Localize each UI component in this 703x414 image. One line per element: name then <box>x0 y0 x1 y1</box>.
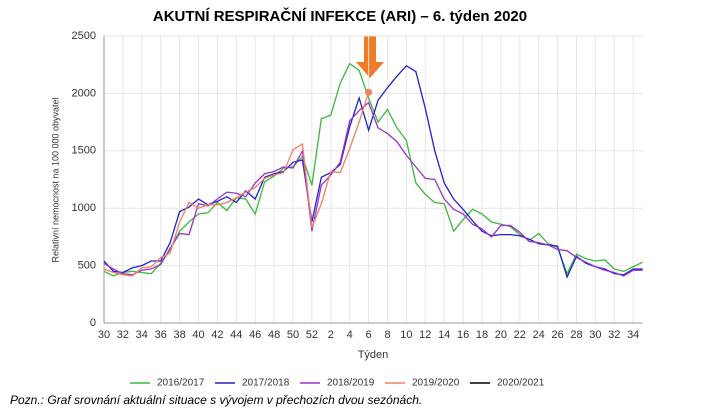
y-axis-label: Relativní nemocnost na 100 000 obyvatel <box>50 97 60 262</box>
x-tick-label: 46 <box>249 329 261 341</box>
x-tick-label: 24 <box>533 329 545 341</box>
y-tick-label: 500 <box>78 260 96 272</box>
x-tick-label: 30 <box>98 329 110 341</box>
legend-label: 2019/2020 <box>412 378 460 389</box>
x-tick-label: 52 <box>306 329 318 341</box>
y-tick-label: 2000 <box>72 87 96 99</box>
x-axis-label: Týden <box>358 349 389 361</box>
x-tick-label: 32 <box>608 329 620 341</box>
x-tick-label: 48 <box>268 329 280 341</box>
current-point <box>365 88 373 96</box>
legend-label: 2016/2017 <box>157 378 205 389</box>
x-tick-label: 2 <box>328 329 334 341</box>
legend-label: 2017/2018 <box>242 378 290 389</box>
x-tick-label: 18 <box>476 329 488 341</box>
x-tick-label: 20 <box>495 329 507 341</box>
x-tick-label: 32 <box>117 329 129 341</box>
x-tick-label: 12 <box>419 329 431 341</box>
y-tick-label: 2500 <box>72 30 96 42</box>
x-tick-label: 6 <box>366 329 372 341</box>
x-tick-label: 16 <box>457 329 469 341</box>
y-tick-label: 1500 <box>72 145 96 157</box>
x-tick-label: 4 <box>347 329 353 341</box>
arrow <box>356 36 384 78</box>
chart-title: AKUTNÍ RESPIRAČNÍ INFEKCE (ARI) – 6. týd… <box>153 7 527 25</box>
series-line <box>103 62 643 277</box>
x-tick-label: 40 <box>192 329 204 341</box>
legend-label: 2018/2019 <box>327 378 375 389</box>
x-tick-label: 36 <box>155 329 167 341</box>
x-tick-label: 8 <box>384 329 390 341</box>
x-tick-label: 30 <box>589 329 601 341</box>
note: Pozn.: Graf srovnání aktuální situace s … <box>10 393 422 407</box>
x-tick-label: 22 <box>514 329 526 341</box>
x-tick-label: 26 <box>551 329 563 341</box>
y-tick-label: 0 <box>90 317 96 329</box>
x-tick-label: 50 <box>287 329 299 341</box>
series-line <box>103 101 643 277</box>
series-line <box>103 92 370 277</box>
x-tick-label: 10 <box>400 329 412 341</box>
x-tick-label: 28 <box>570 329 582 341</box>
y-tick-label: 1000 <box>72 202 96 214</box>
x-tick-label: 44 <box>230 329 242 341</box>
x-tick-label: 14 <box>438 329 450 341</box>
legend-label: 2020/2021 <box>497 378 545 389</box>
x-tick-label: 42 <box>211 329 223 341</box>
series-line <box>103 65 643 279</box>
x-tick-label: 34 <box>136 329 148 341</box>
x-tick-label: 34 <box>627 329 639 341</box>
x-tick-label: 38 <box>173 329 185 341</box>
